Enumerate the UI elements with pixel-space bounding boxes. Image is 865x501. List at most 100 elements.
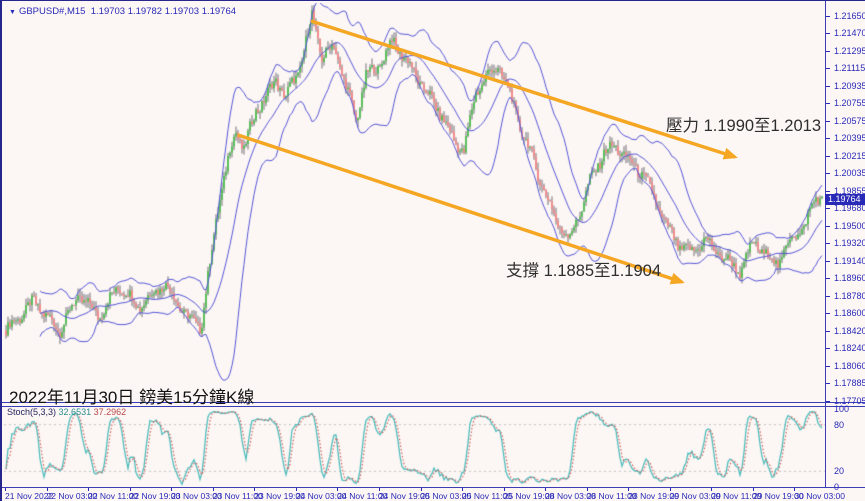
price-axis-label: 1.21470	[834, 28, 865, 38]
stochastic-label: Stoch(5,3,3) 32.6531 37.2962	[7, 407, 126, 417]
time-tick	[628, 488, 630, 491]
time-axis-label: 23 Nov 03:00	[171, 491, 222, 501]
time-axis-label: 22 Nov 11:00	[88, 491, 139, 501]
time-tick	[586, 488, 588, 491]
candlestick-chart-canvas[interactable]	[4, 3, 825, 401]
time-tick	[212, 488, 214, 491]
time-tick	[88, 488, 90, 491]
price-tick	[826, 278, 830, 279]
price-tick	[826, 365, 830, 367]
price-axis-label: 1.21115	[834, 63, 865, 73]
stoch-axis-label: 0	[834, 482, 840, 492]
price-tick	[826, 190, 830, 192]
chart-title: 2022年11月30日 鎊美15分鐘K線	[9, 388, 255, 407]
price-tick	[826, 138, 830, 139]
price-axis-label: 1.19500	[834, 220, 865, 231]
price-tick	[826, 330, 830, 332]
time-axis-label: 24 Nov 19:00	[378, 491, 430, 501]
time-axis-label: 28 Nov 19:00	[628, 491, 679, 501]
stoch-axis-label: 80	[834, 419, 845, 430]
price-axis-label: 1.19855	[834, 185, 865, 196]
time-axis-label: 28 Nov 03:00	[545, 491, 596, 501]
price-tick	[826, 50, 830, 52]
time-tick	[378, 488, 380, 491]
time-tick	[669, 488, 671, 491]
price-axis-label: 1.17885	[834, 378, 865, 388]
time-axis-label: 29 Nov 03:00	[669, 491, 721, 501]
time-axis-label: 25 Nov 19:00	[503, 491, 555, 501]
time-axis-label: 28 Nov 11:00	[586, 491, 637, 501]
price-axis-label: 1.20035	[834, 168, 865, 178]
price-tick	[826, 173, 830, 174]
price-axis-label: 1.19320	[834, 238, 865, 248]
time-axis-label: 29 Nov 11:00	[711, 491, 762, 501]
time-axis-label: 25 Nov 11:00	[462, 491, 512, 501]
price-tick	[826, 103, 830, 104]
time-tick	[337, 488, 339, 491]
time-axis-label: 24 Nov 11:00	[337, 491, 388, 501]
price-tick	[826, 348, 830, 349]
time-tick	[295, 488, 297, 491]
time-tick	[171, 488, 173, 491]
price-axis-label: 1.18240	[834, 343, 865, 353]
price-tick	[826, 15, 830, 17]
time-tick	[5, 488, 6, 491]
price-tick	[826, 383, 830, 384]
resistance-annotation: 壓力 1.1990至1.2013	[666, 117, 822, 135]
current-price-badge: 1.19764	[825, 194, 865, 205]
symbol-name: GBPUSD#,M15	[18, 6, 86, 17]
price-axis-label: 1.17705	[834, 395, 865, 406]
price-axis-label: 1.21650	[834, 10, 865, 21]
symbol-ohlc-bar[interactable]: ▼ GBPUSD#,M15 1.19703 1.19782 1.19703 1.1…	[9, 6, 236, 17]
time-axis-border	[2, 487, 865, 488]
time-tick	[462, 488, 464, 491]
ohlc-values: 1.19703 1.19782 1.19703 1.19764	[90, 6, 237, 17]
time-tick	[420, 488, 422, 491]
panel-separator-top[interactable]	[2, 402, 865, 403]
stochastic-d-value: 37.2962	[93, 407, 127, 417]
price-axis-border	[825, 1, 826, 488]
price-axis-label: 1.20215	[834, 150, 865, 161]
price-axis-label: 1.20935	[834, 80, 865, 91]
time-axis-label: 25 Nov 03:00	[420, 491, 472, 501]
price-tick	[826, 120, 830, 122]
chevron-down-icon[interactable]: ▼	[9, 9, 16, 16]
time-tick	[752, 488, 754, 491]
panel-separator-bottom[interactable]	[2, 406, 865, 407]
price-axis-label: 1.20395	[834, 133, 865, 143]
price-axis-label: 1.18060	[834, 360, 865, 371]
price-axis-label: 1.20575	[834, 115, 865, 126]
price-axis-label: 1.21295	[834, 45, 865, 56]
support-annotation: 支撐 1.1885至1.1904	[506, 262, 662, 280]
price-axis-label: 1.18600	[834, 308, 865, 318]
price-tick	[826, 260, 830, 262]
stoch-axis-label: 20	[834, 466, 845, 477]
time-tick	[129, 488, 131, 491]
price-axis-label: 1.18780	[834, 290, 865, 301]
time-axis-label: 23 Nov 19:00	[254, 491, 305, 501]
time-tick	[794, 488, 796, 491]
price-axis-label: 1.18960	[834, 273, 865, 283]
time-tick	[46, 488, 48, 491]
time-tick	[254, 488, 256, 491]
time-axis-label: 22 Nov 19:00	[129, 491, 181, 501]
time-tick	[503, 488, 505, 491]
time-axis-label: 23 Nov 11:00	[212, 491, 263, 501]
price-tick	[826, 295, 830, 297]
time-axis-label: 21 Nov 2022	[5, 491, 54, 501]
price-tick	[826, 313, 830, 314]
time-tick	[545, 488, 547, 491]
price-tick	[826, 243, 830, 244]
time-axis-label: 24 Nov 03:00	[295, 491, 347, 501]
price-tick	[826, 155, 830, 157]
price-tick	[826, 68, 830, 69]
price-tick	[826, 85, 830, 87]
price-tick	[826, 208, 830, 209]
stochastic-k-value: 32.6531	[58, 407, 92, 417]
time-axis-label: 22 Nov 03:00	[46, 491, 98, 501]
stoch-axis-label: 100	[834, 404, 850, 414]
stochastic-name: Stoch(5,3,3)	[7, 407, 57, 417]
time-axis-label: 30 Nov 03:00	[794, 491, 846, 501]
stochastic-indicator-canvas[interactable]	[4, 406, 825, 488]
